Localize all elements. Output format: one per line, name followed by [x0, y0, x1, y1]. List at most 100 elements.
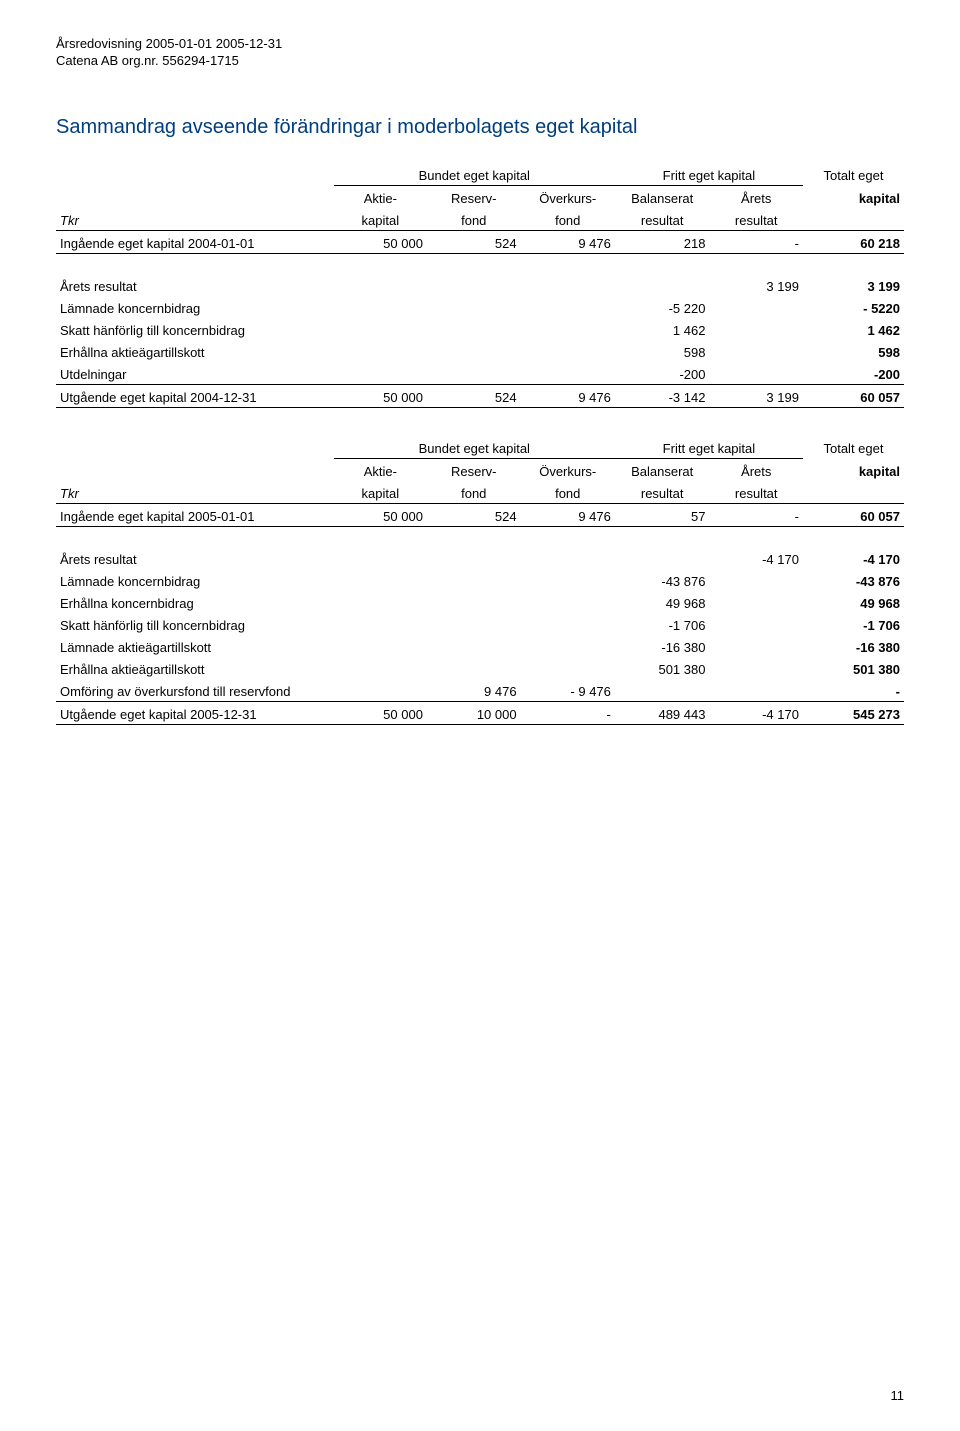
- col-arets-l1: Årets: [709, 185, 803, 208]
- closing-row: Utgående eget kapital 2004-12-31 50 000 …: [56, 384, 904, 407]
- cell-total: 545 273: [803, 701, 904, 724]
- cell-total: 598: [803, 340, 904, 362]
- cell: [521, 591, 615, 613]
- cell: [521, 296, 615, 318]
- table-row: Lämnade koncernbidrag -5 220 - 5220: [56, 296, 904, 318]
- table-row: Lämnade aktieägartillskott -16 380 -16 380: [56, 635, 904, 657]
- cell-total: 501 380: [803, 657, 904, 679]
- closing-label: Utgående eget kapital 2004-12-31: [56, 384, 334, 407]
- cell: -43 876: [615, 569, 710, 591]
- cell: Årets resultat: [56, 274, 334, 296]
- col-aktie-l2: kapital: [334, 481, 427, 504]
- cell: [521, 547, 615, 569]
- cell: [709, 362, 803, 385]
- col-aktie-l1: Aktie-: [334, 458, 427, 481]
- cell: 50 000: [334, 701, 427, 724]
- group-fritt: Fritt eget kapital: [615, 436, 803, 459]
- cell: Erhållna aktieägartillskott: [56, 340, 334, 362]
- col-balanserat-l1: Balanserat: [615, 458, 710, 481]
- cell: [521, 613, 615, 635]
- tkr-label: Tkr: [56, 481, 334, 504]
- doc-company: Catena AB org.nr. 556294-1715: [56, 53, 904, 70]
- table-row: Skatt hänförlig till koncernbidrag1 4621…: [56, 318, 904, 340]
- cell: [427, 274, 521, 296]
- doc-period: Årsredovisning 2005-01-01 2005-12-31: [56, 36, 904, 53]
- cell-total: 60 218: [803, 230, 904, 253]
- col-header-row-1: Aktie- Reserv- Överkurs- Balanserat Året…: [56, 458, 904, 481]
- cell: 3 199: [709, 274, 803, 296]
- cell-total: -: [803, 679, 904, 702]
- group-totalt-l2: kapital: [803, 185, 904, 208]
- cell: 9 476: [521, 230, 615, 253]
- table-row: Skatt hänförlig till koncernbidrag-1 706…: [56, 613, 904, 635]
- cell: [427, 547, 521, 569]
- cell: Lämnade aktieägartillskott: [56, 635, 334, 657]
- cell: Skatt hänförlig till koncernbidrag: [56, 318, 334, 340]
- opening-label: Ingående eget kapital 2005-01-01: [56, 503, 334, 526]
- cell: [615, 274, 710, 296]
- cell: [521, 362, 615, 385]
- cell-total: 1 462: [803, 318, 904, 340]
- cell: [427, 569, 521, 591]
- table-row: Omföring av överkursfond till reservfond…: [56, 679, 904, 702]
- cell: -: [709, 230, 803, 253]
- cell-total: 60 057: [803, 503, 904, 526]
- cell: Lämnade koncernbidrag: [56, 569, 334, 591]
- doc-meta: Årsredovisning 2005-01-01 2005-12-31 Cat…: [56, 36, 904, 70]
- table-row: Lämnade koncernbidrag-43 876-43 876: [56, 569, 904, 591]
- cell: [334, 569, 427, 591]
- cell: 9 476: [521, 384, 615, 407]
- cell: [427, 318, 521, 340]
- cell: [709, 635, 803, 657]
- cell: [427, 613, 521, 635]
- cell: [427, 635, 521, 657]
- equity-table-2004: Bundet eget kapital Fritt eget kapital T…: [56, 163, 904, 408]
- cell: -16 380: [615, 635, 710, 657]
- col-overkurs-l2: fond: [521, 208, 615, 231]
- cell: -200: [615, 362, 710, 385]
- table-row: Utdelningar-200-200: [56, 362, 904, 385]
- page-number: 11: [891, 1388, 905, 1403]
- col-overkurs-l1: Överkurs-: [521, 458, 615, 481]
- table-row: Erhållna koncernbidrag49 96849 968: [56, 591, 904, 613]
- cell: - 9 476: [521, 679, 615, 702]
- table-row: Årets resultat-4 170-4 170: [56, 547, 904, 569]
- cell: [615, 679, 710, 702]
- cell: 49 968: [615, 591, 710, 613]
- table-row: Erhållna aktieägartillskott598598: [56, 340, 904, 362]
- cell: 9 476: [427, 679, 521, 702]
- tkr-label: Tkr: [56, 208, 334, 231]
- cell-total: -16 380: [803, 635, 904, 657]
- cell: [427, 362, 521, 385]
- cell: [334, 547, 427, 569]
- cell: [521, 340, 615, 362]
- section-title: Sammandrag avseende förändringar i moder…: [56, 116, 904, 139]
- group-totalt-l2: kapital: [803, 458, 904, 481]
- group-bundet: Bundet eget kapital: [334, 436, 615, 459]
- cell: [427, 296, 521, 318]
- cell-total: -4 170: [803, 547, 904, 569]
- cell-total: - 5220: [803, 296, 904, 318]
- group-totalt-l1: Totalt eget: [803, 436, 904, 459]
- equity-table-2005: Bundet eget kapital Fritt eget kapital T…: [56, 436, 904, 725]
- group-totalt-l1: Totalt eget: [803, 163, 904, 186]
- cell: Erhållna aktieägartillskott: [56, 657, 334, 679]
- cell: -: [521, 701, 615, 724]
- col-reserv-l2: fond: [427, 208, 521, 231]
- cell: [709, 657, 803, 679]
- cell: [334, 274, 427, 296]
- col-overkurs-l2: fond: [521, 481, 615, 504]
- cell: -4 170: [709, 547, 803, 569]
- cell: -: [709, 503, 803, 526]
- cell: Utdelningar: [56, 362, 334, 385]
- cell-total: 3 199: [803, 274, 904, 296]
- cell: [521, 657, 615, 679]
- col-arets-l1: Årets: [709, 458, 803, 481]
- col-arets-l2: resultat: [709, 208, 803, 231]
- group-header-row: Bundet eget kapital Fritt eget kapital T…: [56, 436, 904, 459]
- cell: -4 170: [709, 701, 803, 724]
- cell: -5 220: [615, 296, 710, 318]
- cell: Lämnade koncernbidrag: [56, 296, 334, 318]
- cell: [334, 679, 427, 702]
- opening-row: Ingående eget kapital 2004-01-01 50 000 …: [56, 230, 904, 253]
